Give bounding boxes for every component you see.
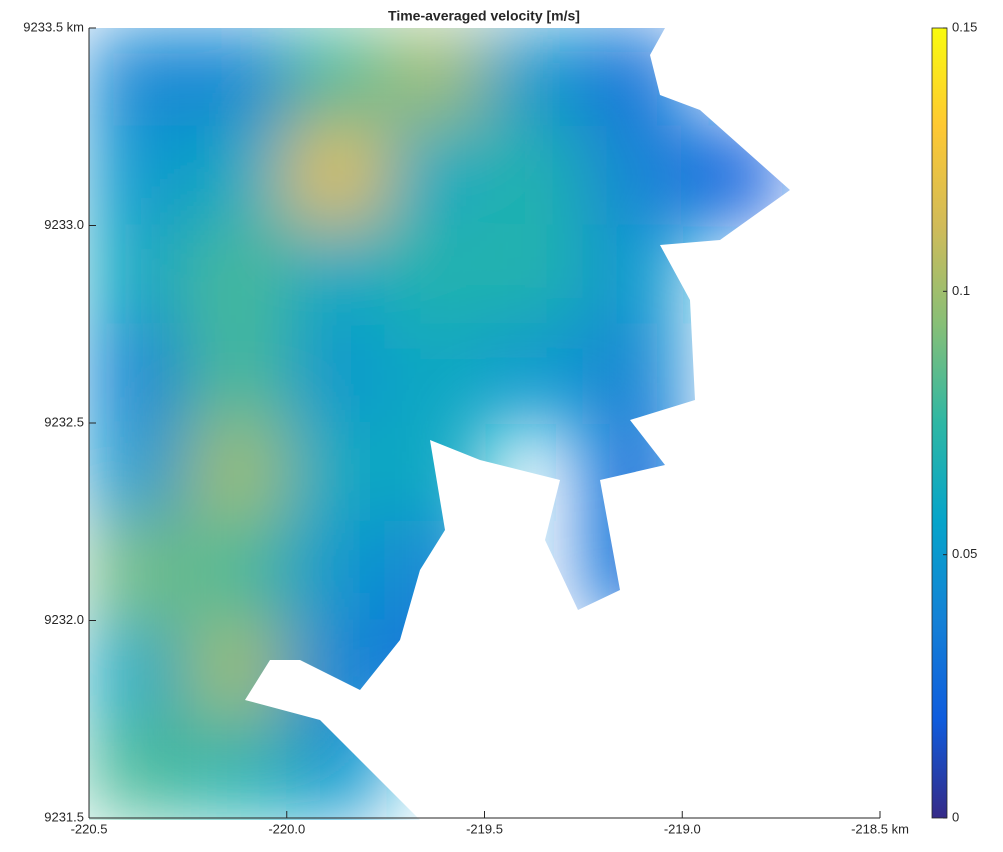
velocity-cell xyxy=(187,521,288,622)
y-tick-label: 9232.5 xyxy=(44,414,84,429)
x-tick-label: -219.5 xyxy=(466,821,503,836)
velocity-cell xyxy=(385,422,486,523)
x-tick-label: -218.5 km xyxy=(851,821,909,836)
velocity-cell xyxy=(88,225,189,326)
velocity-cell xyxy=(187,718,288,819)
velocity-cell xyxy=(286,126,387,227)
velocity-cell xyxy=(582,225,683,326)
colorbar-tick-label: 0.1 xyxy=(952,283,970,298)
velocity-cell xyxy=(286,521,387,622)
cells xyxy=(88,27,782,819)
velocity-cell xyxy=(187,225,288,326)
y-tick-label: 9232.0 xyxy=(44,612,84,627)
velocity-cell xyxy=(484,126,585,227)
velocity-cell xyxy=(385,126,486,227)
velocity-cell xyxy=(88,323,189,424)
x-tick-label: -219.0 xyxy=(664,821,701,836)
velocity-cell xyxy=(484,225,585,326)
velocity-cell xyxy=(582,521,683,622)
colorbar-tick-label: 0 xyxy=(952,809,959,824)
y-tick-label: 9231.5 xyxy=(44,809,84,824)
velocity-cell xyxy=(187,323,288,424)
velocity-cell xyxy=(88,521,189,622)
velocity-cell xyxy=(187,126,288,227)
velocity-cell xyxy=(88,126,189,227)
velocity-cell xyxy=(385,27,486,128)
chart-title: Time-averaged velocity [m/s] xyxy=(388,8,580,24)
y-tick-label: 9233.5 km xyxy=(23,19,84,34)
chart: Time-averaged velocity [m/s] -220.5-220.… xyxy=(0,0,1003,847)
velocity-cell xyxy=(286,27,387,128)
velocity-cell xyxy=(385,521,486,622)
y-tick-label: 9233.0 xyxy=(44,217,84,232)
velocity-cell xyxy=(582,27,683,128)
x-tick-label: -220.0 xyxy=(268,821,305,836)
colorbar-tick-label: 0.05 xyxy=(952,546,977,561)
colorbar xyxy=(932,28,947,818)
velocity-field xyxy=(88,27,782,819)
velocity-cell xyxy=(286,323,387,424)
velocity-cell xyxy=(187,620,288,721)
velocity-cell xyxy=(286,718,387,819)
velocity-cell xyxy=(385,323,486,424)
velocity-cell xyxy=(385,225,486,326)
colorbar-tick-label: 0.15 xyxy=(952,19,977,34)
velocity-cell xyxy=(582,323,683,424)
velocity-cell xyxy=(88,27,189,128)
velocity-cell xyxy=(88,620,189,721)
velocity-cell xyxy=(286,620,387,721)
velocity-cell xyxy=(484,323,585,424)
velocity-cell xyxy=(385,620,486,721)
velocity-cell xyxy=(286,422,387,523)
velocity-cell xyxy=(286,225,387,326)
velocity-cell xyxy=(88,422,189,523)
velocity-cell xyxy=(187,27,288,128)
velocity-cell xyxy=(582,126,683,227)
velocity-cell xyxy=(582,422,683,523)
velocity-cell xyxy=(88,718,189,819)
velocity-cell xyxy=(681,126,782,227)
velocity-cell xyxy=(187,422,288,523)
velocity-cell xyxy=(484,27,585,128)
